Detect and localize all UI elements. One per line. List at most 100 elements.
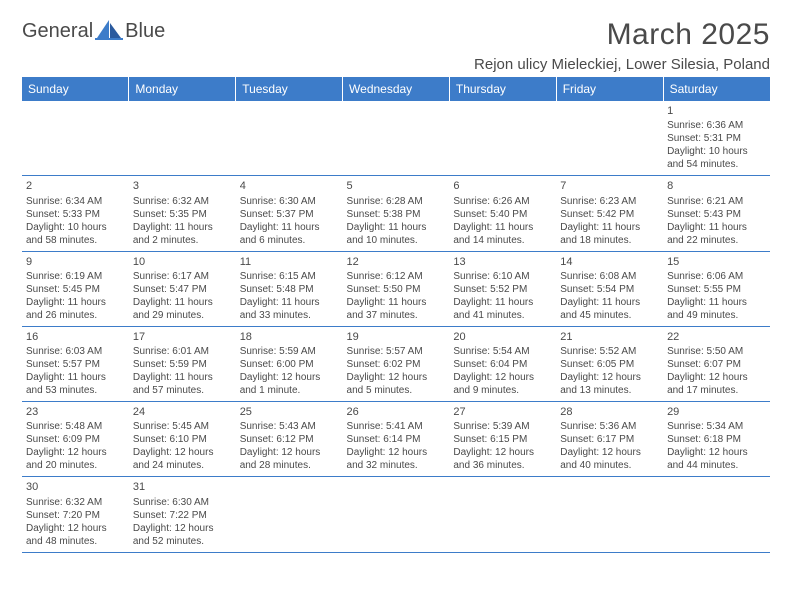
- calendar-day: 17Sunrise: 6:01 AMSunset: 5:59 PMDayligh…: [129, 326, 236, 401]
- sunset-text: Sunset: 6:17 PM: [560, 433, 659, 446]
- day-number: 7: [560, 179, 659, 193]
- calendar-empty: [343, 101, 450, 176]
- calendar-day: 11Sunrise: 6:15 AMSunset: 5:48 PMDayligh…: [236, 251, 343, 326]
- daylight-text: Daylight: 12 hours and 9 minutes.: [453, 371, 552, 397]
- day-number: 3: [133, 179, 232, 193]
- calendar-day: 29Sunrise: 5:34 AMSunset: 6:18 PMDayligh…: [663, 402, 770, 477]
- sunrise-text: Sunrise: 6:30 AM: [240, 195, 339, 208]
- month-title: March 2025: [474, 18, 770, 52]
- daylight-text: Daylight: 11 hours and 26 minutes.: [26, 296, 125, 322]
- day-number: 16: [26, 330, 125, 344]
- calendar-day: 19Sunrise: 5:57 AMSunset: 6:02 PMDayligh…: [343, 326, 450, 401]
- sunrise-text: Sunrise: 6:30 AM: [133, 496, 232, 509]
- day-number: 15: [667, 255, 766, 269]
- day-header-row: SundayMondayTuesdayWednesdayThursdayFrid…: [22, 77, 770, 101]
- daylight-text: Daylight: 12 hours and 52 minutes.: [133, 522, 232, 548]
- brand-logo: General Blue: [22, 18, 165, 45]
- day-number: 14: [560, 255, 659, 269]
- calendar-week: 9Sunrise: 6:19 AMSunset: 5:45 PMDaylight…: [22, 251, 770, 326]
- sunset-text: Sunset: 6:04 PM: [453, 358, 552, 371]
- calendar-day: 26Sunrise: 5:41 AMSunset: 6:14 PMDayligh…: [343, 402, 450, 477]
- calendar-day: 16Sunrise: 6:03 AMSunset: 5:57 PMDayligh…: [22, 326, 129, 401]
- calendar-empty: [449, 477, 556, 552]
- calendar-week: 16Sunrise: 6:03 AMSunset: 5:57 PMDayligh…: [22, 326, 770, 401]
- day-number: 22: [667, 330, 766, 344]
- sunrise-text: Sunrise: 5:52 AM: [560, 345, 659, 358]
- daylight-text: Daylight: 11 hours and 10 minutes.: [347, 221, 446, 247]
- sunset-text: Sunset: 5:35 PM: [133, 208, 232, 221]
- day-number: 5: [347, 179, 446, 193]
- day-header: Monday: [129, 77, 236, 101]
- day-header: Sunday: [22, 77, 129, 101]
- daylight-text: Daylight: 11 hours and 49 minutes.: [667, 296, 766, 322]
- calendar-day: 10Sunrise: 6:17 AMSunset: 5:47 PMDayligh…: [129, 251, 236, 326]
- sunrise-text: Sunrise: 5:57 AM: [347, 345, 446, 358]
- title-block: March 2025 Rejon ulicy Mieleckiej, Lower…: [474, 18, 770, 73]
- location-text: Rejon ulicy Mieleckiej, Lower Silesia, P…: [474, 56, 770, 73]
- sunset-text: Sunset: 5:59 PM: [133, 358, 232, 371]
- day-number: 26: [347, 405, 446, 419]
- sunset-text: Sunset: 6:00 PM: [240, 358, 339, 371]
- calendar-week: 2Sunrise: 6:34 AMSunset: 5:33 PMDaylight…: [22, 176, 770, 251]
- daylight-text: Daylight: 11 hours and 14 minutes.: [453, 221, 552, 247]
- sunrise-text: Sunrise: 6:36 AM: [667, 119, 766, 132]
- sail-icon: [95, 18, 123, 45]
- day-header: Friday: [556, 77, 663, 101]
- daylight-text: Daylight: 10 hours and 54 minutes.: [667, 145, 766, 171]
- daylight-text: Daylight: 12 hours and 17 minutes.: [667, 371, 766, 397]
- calendar-empty: [556, 477, 663, 552]
- sunset-text: Sunset: 5:52 PM: [453, 283, 552, 296]
- calendar-day: 13Sunrise: 6:10 AMSunset: 5:52 PMDayligh…: [449, 251, 556, 326]
- daylight-text: Daylight: 12 hours and 13 minutes.: [560, 371, 659, 397]
- daylight-text: Daylight: 11 hours and 6 minutes.: [240, 221, 339, 247]
- sunset-text: Sunset: 5:45 PM: [26, 283, 125, 296]
- day-number: 31: [133, 480, 232, 494]
- sunrise-text: Sunrise: 6:32 AM: [133, 195, 232, 208]
- calendar-empty: [129, 101, 236, 176]
- daylight-text: Daylight: 10 hours and 58 minutes.: [26, 221, 125, 247]
- daylight-text: Daylight: 11 hours and 57 minutes.: [133, 371, 232, 397]
- sunrise-text: Sunrise: 5:34 AM: [667, 420, 766, 433]
- day-number: 1: [667, 104, 766, 118]
- daylight-text: Daylight: 11 hours and 41 minutes.: [453, 296, 552, 322]
- sunrise-text: Sunrise: 5:54 AM: [453, 345, 552, 358]
- sunset-text: Sunset: 5:47 PM: [133, 283, 232, 296]
- daylight-text: Daylight: 11 hours and 29 minutes.: [133, 296, 232, 322]
- daylight-text: Daylight: 12 hours and 24 minutes.: [133, 446, 232, 472]
- daylight-text: Daylight: 11 hours and 33 minutes.: [240, 296, 339, 322]
- calendar-day: 8Sunrise: 6:21 AMSunset: 5:43 PMDaylight…: [663, 176, 770, 251]
- sunrise-text: Sunrise: 6:17 AM: [133, 270, 232, 283]
- sunrise-text: Sunrise: 5:39 AM: [453, 420, 552, 433]
- calendar-day: 6Sunrise: 6:26 AMSunset: 5:40 PMDaylight…: [449, 176, 556, 251]
- sunrise-text: Sunrise: 6:08 AM: [560, 270, 659, 283]
- sunrise-text: Sunrise: 5:45 AM: [133, 420, 232, 433]
- day-number: 23: [26, 405, 125, 419]
- calendar-empty: [663, 477, 770, 552]
- sunrise-text: Sunrise: 5:36 AM: [560, 420, 659, 433]
- sunrise-text: Sunrise: 6:23 AM: [560, 195, 659, 208]
- calendar-day: 9Sunrise: 6:19 AMSunset: 5:45 PMDaylight…: [22, 251, 129, 326]
- calendar-week: 23Sunrise: 5:48 AMSunset: 6:09 PMDayligh…: [22, 402, 770, 477]
- sunset-text: Sunset: 7:22 PM: [133, 509, 232, 522]
- sunset-text: Sunset: 6:09 PM: [26, 433, 125, 446]
- calendar-day: 31 Sunrise: 6:30 AMSunset: 7:22 PMDayligh…: [129, 477, 236, 552]
- calendar-day: 2Sunrise: 6:34 AMSunset: 5:33 PMDaylight…: [22, 176, 129, 251]
- sunset-text: Sunset: 7:20 PM: [26, 509, 125, 522]
- sunset-text: Sunset: 6:05 PM: [560, 358, 659, 371]
- daylight-text: Daylight: 11 hours and 2 minutes.: [133, 221, 232, 247]
- day-header: Saturday: [663, 77, 770, 101]
- daylight-text: Daylight: 12 hours and 32 minutes.: [347, 446, 446, 472]
- calendar-day: 18Sunrise: 5:59 AMSunset: 6:00 PMDayligh…: [236, 326, 343, 401]
- calendar-day: 25Sunrise: 5:43 AMSunset: 6:12 PMDayligh…: [236, 402, 343, 477]
- daylight-text: Daylight: 12 hours and 28 minutes.: [240, 446, 339, 472]
- sunset-text: Sunset: 5:54 PM: [560, 283, 659, 296]
- sunset-text: Sunset: 5:40 PM: [453, 208, 552, 221]
- day-number: 25: [240, 405, 339, 419]
- sunrise-text: Sunrise: 6:06 AM: [667, 270, 766, 283]
- calendar-week: 1Sunrise: 6:36 AMSunset: 5:31 PMDaylight…: [22, 101, 770, 176]
- daylight-text: Daylight: 11 hours and 45 minutes.: [560, 296, 659, 322]
- sunrise-text: Sunrise: 6:28 AM: [347, 195, 446, 208]
- sunset-text: Sunset: 5:48 PM: [240, 283, 339, 296]
- day-number: 6: [453, 179, 552, 193]
- calendar-day: 20Sunrise: 5:54 AMSunset: 6:04 PMDayligh…: [449, 326, 556, 401]
